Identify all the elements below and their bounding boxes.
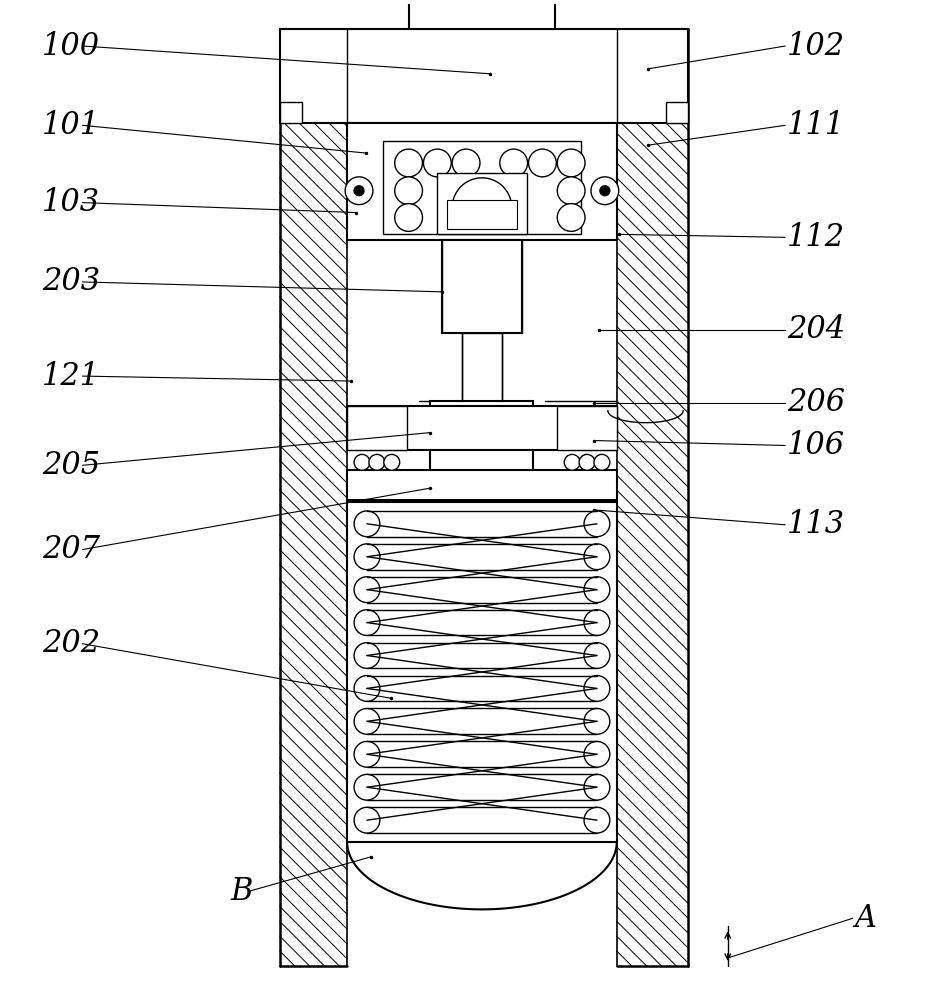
Circle shape (354, 708, 380, 734)
Circle shape (584, 741, 610, 767)
Bar (437, 173, 526, 234)
Bar (430, 401, 533, 520)
Circle shape (354, 643, 380, 668)
Circle shape (591, 177, 619, 205)
Text: 100: 100 (42, 31, 100, 62)
Bar (347, 502, 617, 842)
Circle shape (354, 577, 380, 603)
Circle shape (557, 149, 585, 177)
Text: 205: 205 (42, 450, 100, 481)
Circle shape (395, 204, 423, 231)
Bar (383, 141, 581, 234)
Text: 112: 112 (787, 222, 845, 253)
Circle shape (528, 149, 556, 177)
Bar (280, 102, 302, 123)
Bar (280, 29, 347, 966)
Circle shape (354, 676, 380, 701)
Circle shape (557, 204, 585, 231)
Bar (462, 333, 502, 401)
Circle shape (354, 544, 380, 570)
Text: 106: 106 (787, 430, 845, 461)
Bar (347, 406, 617, 450)
Circle shape (584, 774, 610, 800)
Circle shape (500, 149, 527, 177)
Circle shape (584, 807, 610, 833)
Bar (347, 123, 617, 240)
Circle shape (452, 149, 480, 177)
Bar (347, 406, 407, 450)
Text: 204: 204 (787, 314, 845, 345)
Text: 206: 206 (787, 387, 845, 418)
Circle shape (354, 511, 380, 537)
Bar (443, 240, 522, 333)
Bar (408, 0, 555, 29)
Text: 202: 202 (42, 628, 100, 659)
Bar (617, 29, 688, 966)
Circle shape (354, 454, 370, 470)
Circle shape (384, 454, 400, 470)
Bar (347, 470, 617, 500)
Circle shape (584, 511, 610, 537)
Circle shape (557, 177, 585, 205)
Text: A: A (855, 903, 877, 934)
Circle shape (584, 577, 610, 603)
Circle shape (354, 610, 380, 635)
Circle shape (584, 643, 610, 668)
Circle shape (565, 454, 580, 470)
Circle shape (354, 807, 380, 833)
Circle shape (369, 454, 385, 470)
Text: 103: 103 (42, 187, 100, 218)
Bar (447, 200, 517, 229)
Circle shape (594, 454, 610, 470)
Text: 113: 113 (787, 509, 845, 540)
Text: 102: 102 (787, 31, 845, 62)
Text: B: B (230, 876, 252, 907)
Circle shape (584, 676, 610, 701)
Text: 207: 207 (42, 534, 100, 565)
Text: 101: 101 (42, 110, 100, 141)
Circle shape (395, 149, 423, 177)
Circle shape (584, 544, 610, 570)
Circle shape (584, 708, 610, 734)
Bar (666, 102, 688, 123)
Text: 121: 121 (42, 361, 100, 392)
Circle shape (346, 177, 373, 205)
Circle shape (395, 177, 423, 205)
Circle shape (424, 149, 451, 177)
Circle shape (600, 186, 610, 196)
Circle shape (354, 774, 380, 800)
Circle shape (584, 610, 610, 635)
Text: 111: 111 (787, 110, 845, 141)
Circle shape (354, 186, 364, 196)
Bar (557, 406, 617, 450)
Circle shape (579, 454, 595, 470)
Circle shape (354, 741, 380, 767)
Text: 203: 203 (42, 266, 100, 297)
Bar (280, 29, 688, 123)
